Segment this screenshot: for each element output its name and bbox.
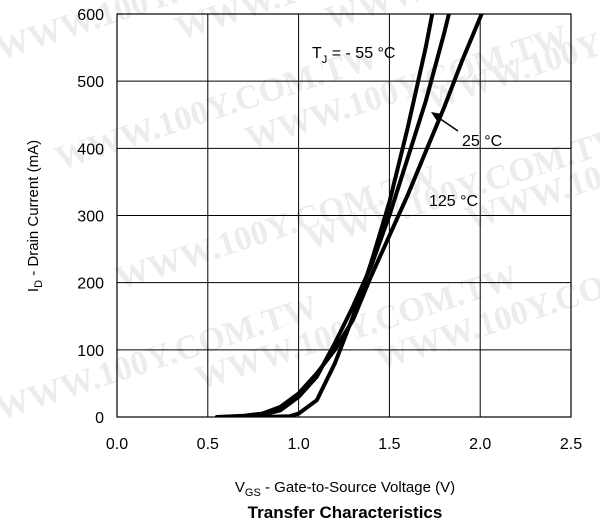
annotation-25-leader: [435, 115, 459, 132]
y-tick-label: 200: [77, 276, 104, 293]
x-tick-label: 0.0: [106, 436, 128, 453]
y-axis-label: ID - Drain Current (mA): [25, 140, 45, 292]
chart-title: Transfer Characteristics: [248, 503, 443, 522]
annotation-25-arrowhead: [431, 112, 442, 121]
series-line-25c: [224, 14, 451, 417]
y-tick-label: 300: [77, 209, 104, 226]
x-tick-label: 1.0: [287, 436, 309, 453]
x-tick-label: 2.5: [560, 436, 582, 453]
x-axis-label: VGS - Gate-to-Source Voltage (V): [235, 479, 455, 499]
annotation-tj: TJ = - 55 °C: [312, 45, 395, 66]
x-tick-label: 1.5: [378, 436, 400, 453]
y-tick-label: 500: [77, 74, 104, 91]
annotation-125: 125 °C: [429, 193, 478, 210]
x-tick-labels: 0.0 0.5 1.0 1.5 2.0 2.5: [106, 436, 582, 453]
plot-frame: [116, 13, 572, 418]
y-tick-label: 100: [77, 343, 104, 360]
annotation-25: 25 °C: [462, 133, 502, 150]
series-line-125c: [214, 14, 484, 417]
y-tick-label: 400: [77, 141, 104, 158]
series-group: [214, 14, 484, 417]
y-tick-label: 600: [77, 7, 104, 24]
x-tick-label: 2.0: [469, 436, 491, 453]
x-tick-label: 0.5: [197, 436, 219, 453]
y-tick-labels: 0 100 200 300 400 500 600: [77, 7, 104, 427]
y-tick-label: 0: [95, 410, 104, 427]
